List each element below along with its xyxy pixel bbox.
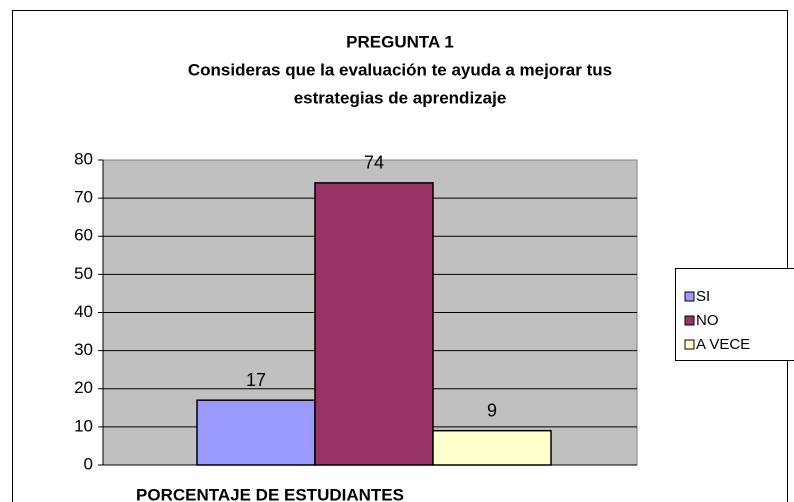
bar bbox=[314, 182, 434, 466]
y-tick-label: 80 bbox=[74, 149, 93, 168]
y-tick-label: 20 bbox=[74, 378, 93, 397]
legend-swatch bbox=[684, 339, 695, 350]
legend-swatch bbox=[684, 291, 695, 302]
y-tick-label: 30 bbox=[74, 340, 93, 359]
legend-label: A VECE bbox=[696, 336, 750, 353]
y-tick-label: 0 bbox=[84, 454, 93, 473]
y-tick-label: 50 bbox=[74, 264, 93, 283]
chart-title: estrategias de aprendizaje bbox=[294, 88, 507, 107]
y-tick-label: 40 bbox=[74, 302, 93, 321]
legend-label: NO bbox=[696, 312, 719, 329]
legend-swatch bbox=[684, 315, 695, 326]
y-tick-label: 70 bbox=[74, 188, 93, 207]
y-tick-label: 10 bbox=[74, 416, 93, 435]
y-tick-label: 60 bbox=[74, 226, 93, 245]
legend-box bbox=[675, 268, 794, 361]
bar bbox=[196, 399, 316, 466]
data-label: 9 bbox=[487, 400, 497, 420]
bar bbox=[432, 429, 552, 466]
chart-title: PREGUNTA 1 bbox=[346, 32, 454, 51]
chart-title: Consideras que la evaluación te ayuda a … bbox=[188, 60, 612, 79]
data-label: 74 bbox=[364, 153, 384, 173]
data-label: 17 bbox=[246, 370, 266, 390]
x-axis-label: PORCENTAJE DE ESTUDIANTES bbox=[136, 485, 404, 502]
legend-label: SI bbox=[696, 288, 710, 305]
